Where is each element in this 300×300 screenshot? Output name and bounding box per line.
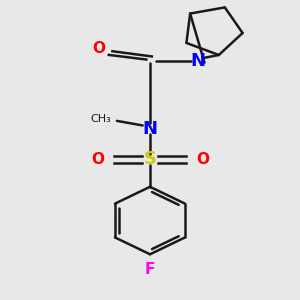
Text: CH₃: CH₃ — [91, 114, 111, 124]
Text: O: O — [92, 41, 105, 56]
Text: N: N — [142, 119, 158, 137]
Text: O: O — [91, 152, 104, 167]
Text: O: O — [196, 152, 209, 167]
Text: N: N — [190, 52, 205, 70]
Text: S: S — [143, 150, 157, 168]
Text: F: F — [145, 262, 155, 277]
